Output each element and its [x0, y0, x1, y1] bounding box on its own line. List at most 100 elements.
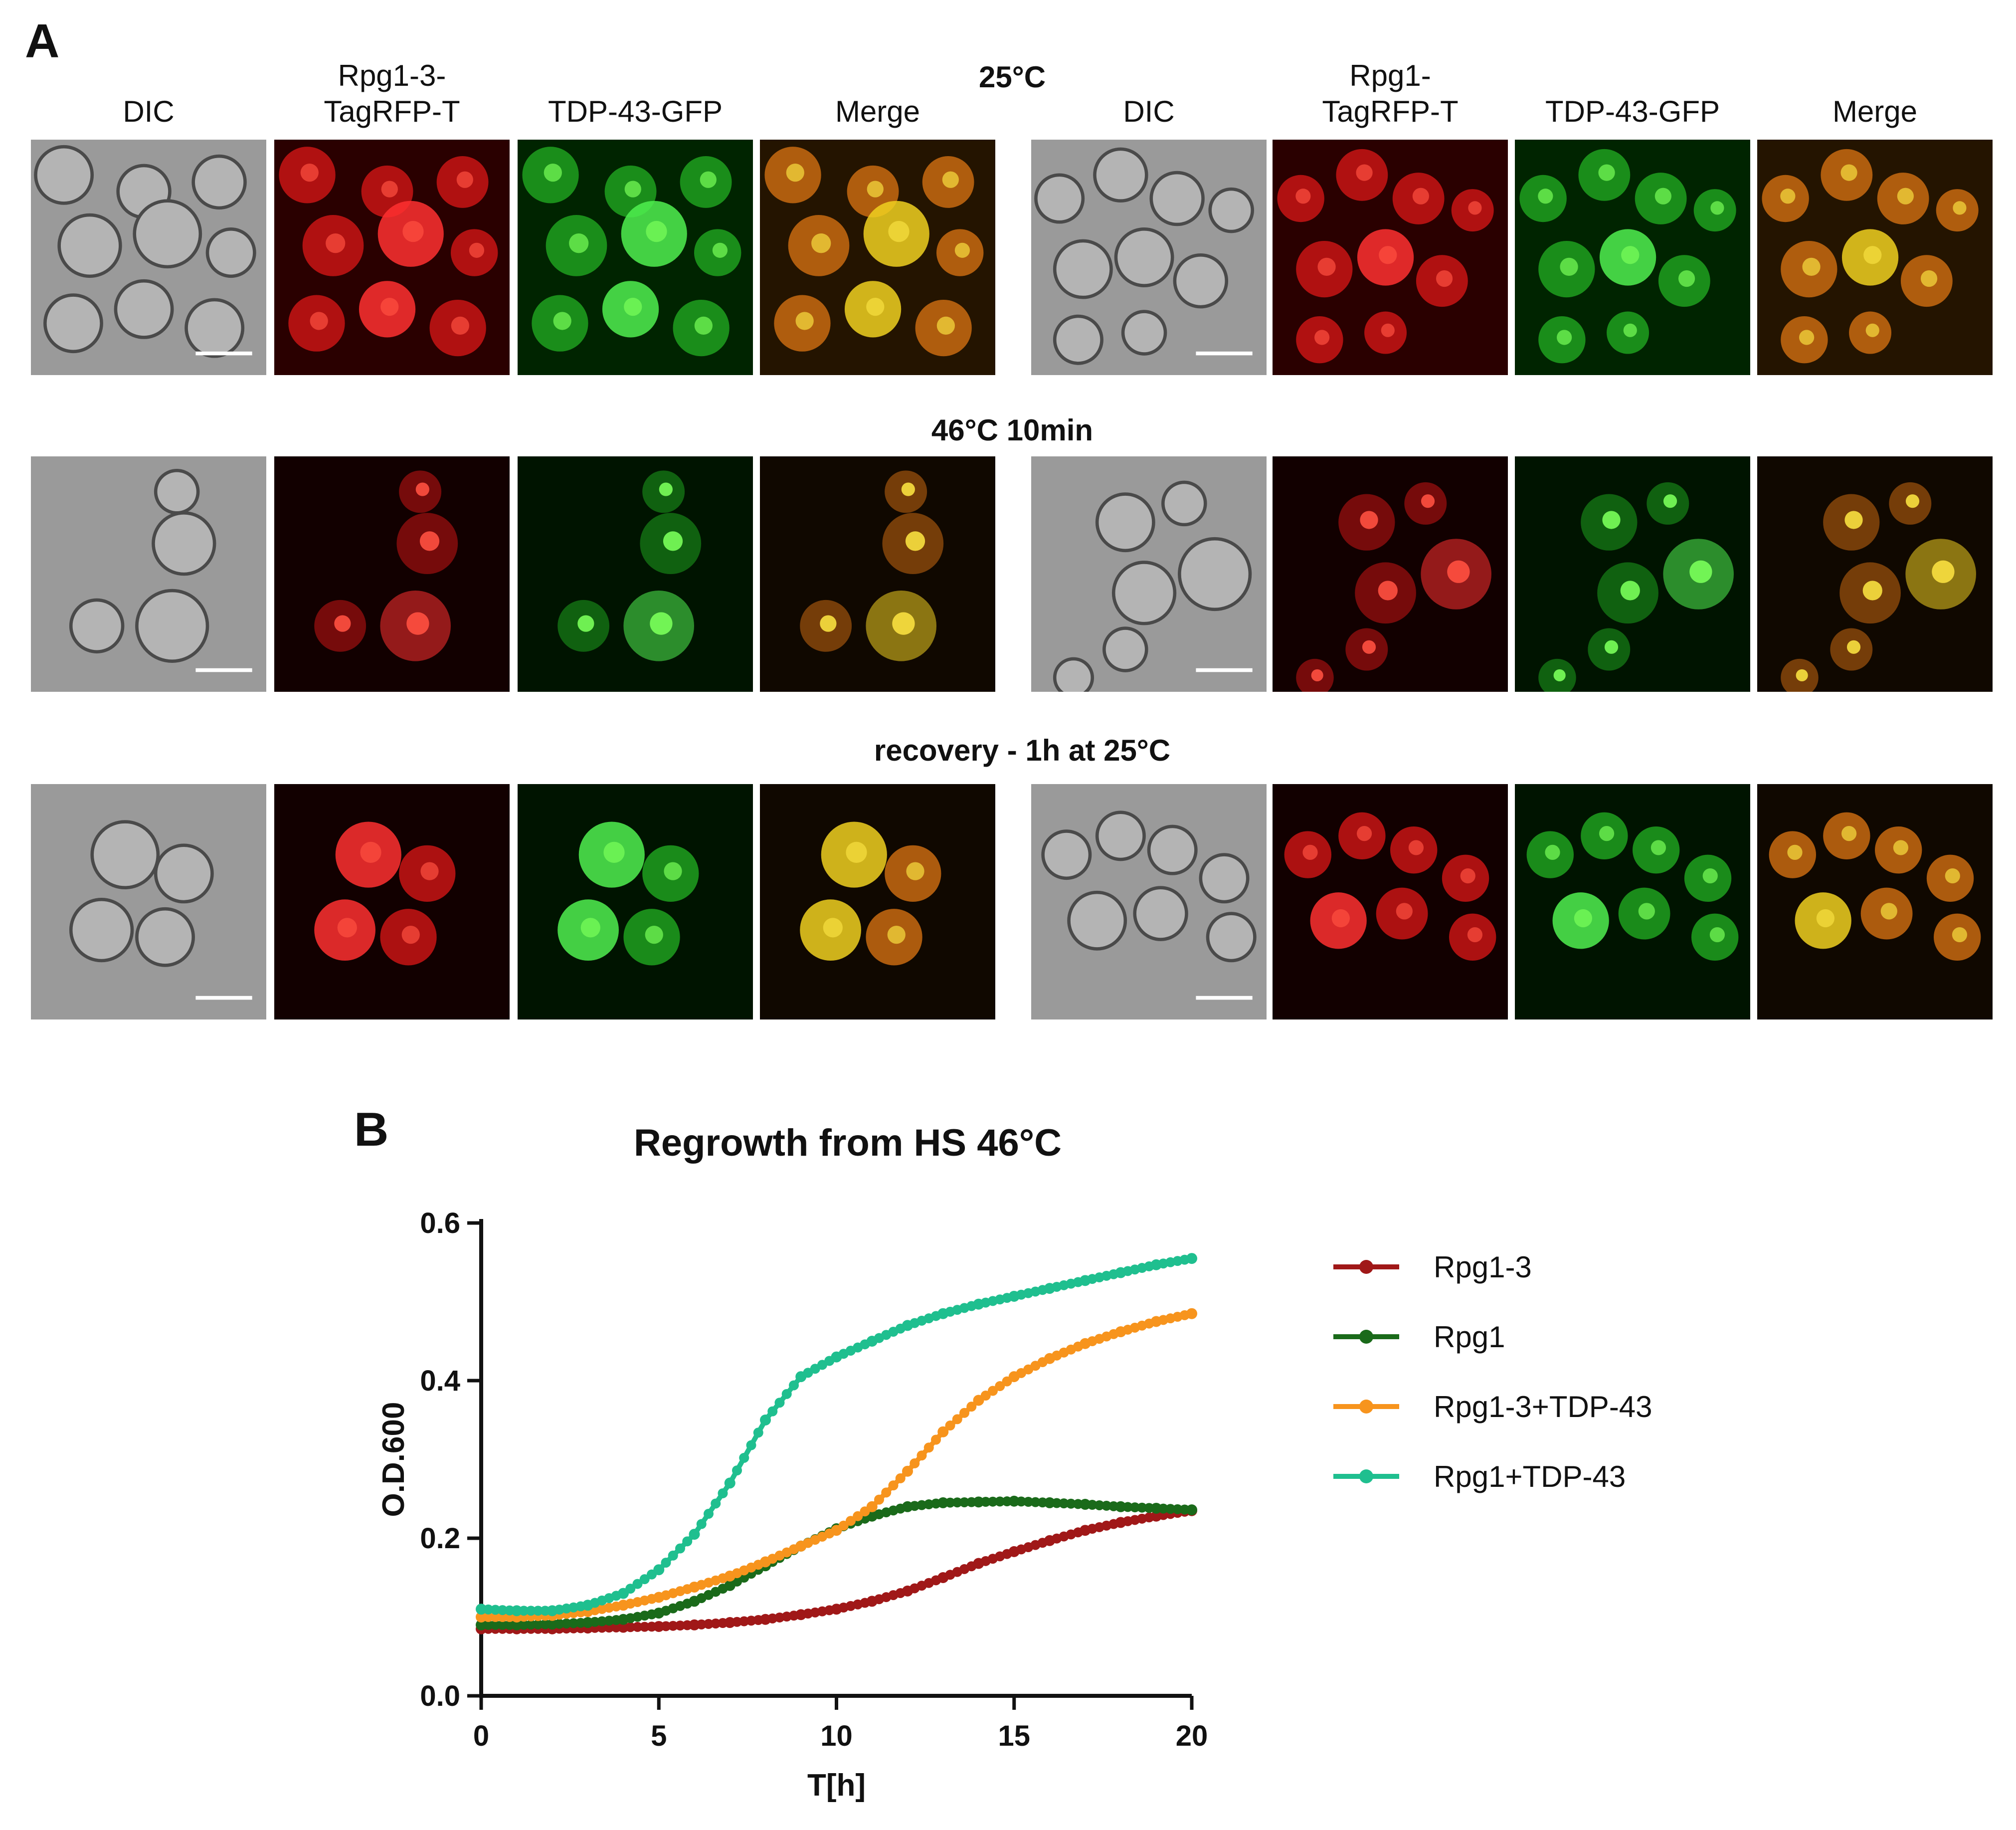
series-2-marker: [923, 1442, 934, 1453]
series-2-marker: [931, 1434, 941, 1445]
x-axis-label: T[h]: [807, 1768, 866, 1803]
legend-label-2: Rpg1-3+TDP-43: [1434, 1390, 1652, 1423]
series-1-marker: [1158, 1503, 1168, 1514]
series-3-marker: [533, 1606, 543, 1616]
series-2-marker: [853, 1511, 863, 1521]
series-2-marker: [490, 1612, 501, 1622]
series-3-marker: [625, 1584, 636, 1594]
series-1-marker: [568, 1618, 579, 1628]
series-0-marker: [668, 1621, 678, 1631]
series-2-marker: [988, 1386, 998, 1396]
col-label-right-green: TDP-43-GFP: [1545, 95, 1720, 128]
x-tick-label-2: 10: [820, 1720, 853, 1752]
series-3-marker: [675, 1543, 685, 1554]
series-1-marker: [1137, 1502, 1147, 1513]
micrograph-25c-rpg1-3-dic: [31, 140, 266, 375]
y-tick-label-1: 0.2: [420, 1522, 460, 1555]
micrograph-recovery-rpg1-3-merge: [760, 784, 995, 1019]
col-label-left-green: TDP-43-GFP: [548, 95, 723, 128]
series-3-marker: [490, 1605, 501, 1615]
series-3-marker: [661, 1557, 671, 1568]
col-label-left-red-line2: TagRFP-T: [324, 95, 460, 128]
series-0-marker: [632, 1622, 643, 1632]
y-tick-label-2: 0.4: [420, 1365, 460, 1397]
series-0-marker: [711, 1618, 721, 1628]
series-1-point-13: [937, 1497, 949, 1508]
series-1-marker: [1016, 1496, 1026, 1507]
series-1-marker: [945, 1497, 955, 1508]
micrograph-recovery-rpg1-3-red: [274, 784, 510, 1019]
series-0-marker: [696, 1619, 707, 1629]
series-3-marker: [739, 1452, 749, 1463]
series-1-marker: [1130, 1502, 1140, 1513]
micrograph-25c-rpg1-3-green: [518, 140, 753, 375]
series-1-marker: [1023, 1497, 1034, 1507]
series-1-marker: [1172, 1504, 1183, 1514]
series-3-marker: [774, 1398, 785, 1408]
series-1-marker: [490, 1620, 501, 1630]
series-1-marker: [533, 1619, 543, 1629]
col-label-left-red: Rpg1-3- TagRFP-T: [274, 58, 510, 130]
series-2-marker: [888, 1480, 899, 1491]
row-title-recovery: recovery - 1h at 25°C: [874, 734, 1171, 767]
col-label-right-red: Rpg1- TagRFP-T: [1273, 58, 1508, 130]
series-2-marker: [497, 1612, 508, 1622]
series-1-marker: [1122, 1502, 1133, 1512]
series-2-marker: [995, 1381, 1005, 1392]
legend-label-0: Rpg1-3: [1434, 1250, 1532, 1284]
micrograph-46c-rpg1-dic: [1031, 456, 1267, 692]
micrograph-recovery-rpg1-3-green: [518, 784, 753, 1019]
chart-title: Regrowth from HS 46°C: [633, 1122, 1062, 1164]
micrograph-46c-rpg1-red: [1273, 456, 1508, 692]
series-3-marker: [732, 1465, 742, 1476]
legend-swatch-3: [1333, 1469, 1399, 1483]
series-3-point-7: [724, 1477, 735, 1489]
series-3-point-5: [653, 1564, 665, 1576]
micrograph-recovery-rpg1-red: [1273, 784, 1508, 1019]
series-3-marker: [519, 1606, 529, 1616]
legend-swatch-0: [1333, 1260, 1399, 1274]
series-1-marker: [988, 1496, 998, 1507]
col-label-left-red-line1: Rpg1-3-: [338, 59, 446, 92]
micrograph-46c-rpg1-3-dic: [31, 456, 266, 692]
micrograph-46c-rpg1-3-green: [518, 456, 753, 692]
series-3-marker: [682, 1536, 693, 1547]
series-3-marker: [696, 1519, 707, 1529]
micrograph-25c-rpg1-green: [1515, 140, 1750, 375]
micrograph-recovery-rpg1-green: [1515, 784, 1750, 1019]
series-1-point-14: [973, 1496, 984, 1508]
series-points-3: [476, 1253, 1197, 1617]
series-2-point-20: [1186, 1308, 1197, 1319]
series-3-marker: [526, 1606, 536, 1616]
regrowth-chart: 0.0 0.2 0.4 0.6 0 5 10 15 20 T[h] O.D.600: [376, 1207, 1208, 1803]
series-0-point-5: [653, 1621, 665, 1632]
col-label-right-red-line1: Rpg1-: [1349, 59, 1431, 92]
series-3-marker: [746, 1440, 756, 1450]
legend-swatch-2: [1333, 1400, 1399, 1414]
micrograph-recovery-rpg1-3-dic: [31, 784, 266, 1019]
micrograph-46c-rpg1-3-red: [274, 456, 510, 692]
series-1-point-1: [511, 1619, 523, 1630]
col-label-left-dic: DIC: [123, 95, 175, 128]
series-1-marker: [554, 1619, 564, 1629]
y-tick-label-0: 0.0: [420, 1680, 460, 1712]
col-label-left-merge: Merge: [835, 95, 920, 128]
series-3-marker: [718, 1488, 728, 1498]
x-tick-label-0: 0: [473, 1720, 489, 1752]
series-1-marker: [995, 1496, 1005, 1507]
series-2-marker: [966, 1402, 977, 1412]
series-line-3: [481, 1256, 1192, 1614]
col-label-right-dic: DIC: [1123, 95, 1175, 128]
series-1-marker: [519, 1620, 529, 1630]
series-3-marker: [497, 1605, 508, 1616]
series-3-point-20: [1186, 1253, 1197, 1264]
micrograph-recovery-rpg1-dic: [1031, 784, 1267, 1019]
x-tick-label-4: 20: [1176, 1720, 1208, 1752]
series-1-marker: [526, 1620, 536, 1630]
micrograph-25c-rpg1-3-red: [274, 140, 510, 375]
series-2-marker: [838, 1520, 849, 1531]
y-axis-label: O.D.600: [376, 1402, 411, 1517]
series-3-point-0: [476, 1604, 487, 1615]
series-2-marker: [881, 1487, 892, 1498]
micrograph-25c-rpg1-merge: [1757, 140, 1993, 375]
